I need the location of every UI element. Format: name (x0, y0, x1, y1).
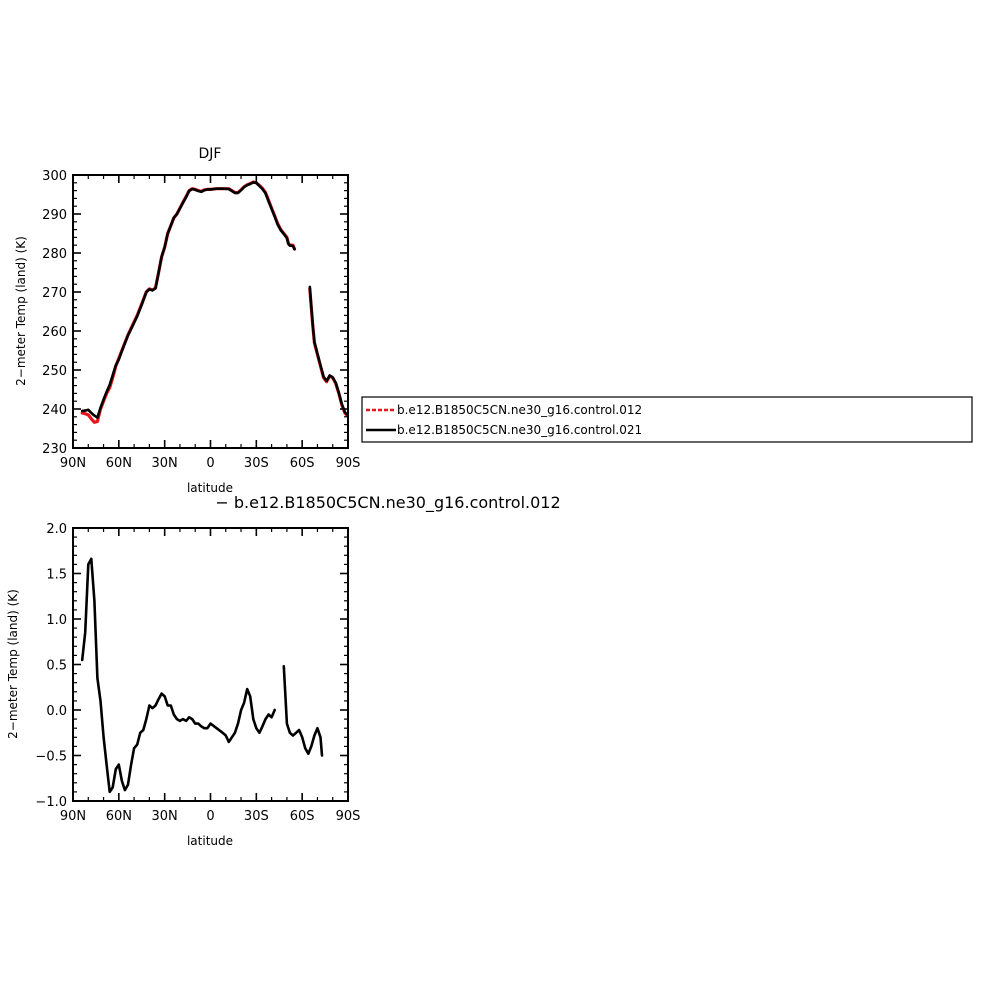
y-tick-label: 270 (42, 286, 67, 301)
bottom-y-axis-label: 2−meter Temp (land) (K) (6, 589, 20, 739)
bottom-chart-panel: − b.e12.B1850C5CN.ne30_g16.control.012 9… (6, 493, 561, 848)
y-tick-label: 250 (42, 364, 67, 379)
x-tick-label: 90S (336, 809, 361, 824)
bottom-chart-axes: 90N 60N 30N 0 30S 60S 90S −1.0 −0.5 0.0 0.5 1.0 1.5 2… (35, 522, 360, 824)
legend-box (361, 396, 973, 443)
y-tick-label: 240 (42, 403, 67, 418)
x-tick-label: 30N (152, 456, 178, 471)
bottom-x-axis-label: latitude (187, 834, 233, 848)
y-tick-label: 230 (42, 442, 67, 457)
legend-label-021: b.e12.B1850C5CN.ne30_g16.control.021 (397, 423, 642, 437)
y-tick-label: 260 (42, 325, 67, 340)
y-tick-label: −1.0 (35, 795, 67, 810)
series-line-0-1-0 (80, 181, 296, 419)
x-tick-label: 60N (106, 456, 132, 471)
x-tick-label: 60S (290, 809, 315, 824)
y-tick-label: 0.0 (46, 704, 67, 719)
y-tick-label: 2.0 (46, 522, 67, 537)
x-tick-label: 30S (244, 456, 269, 471)
x-tick-label: 60N (106, 809, 132, 824)
bottom-chart-title: − b.e12.B1850C5CN.ne30_g16.control.012 (215, 493, 560, 513)
y-tick-label: 290 (42, 208, 67, 223)
bottom-plot-frame (72, 527, 349, 802)
y-tick-label: 1.0 (46, 613, 67, 628)
y-tick-label: 300 (42, 169, 67, 184)
top-chart-marks (80, 180, 349, 424)
x-tick-label: 90S (336, 456, 361, 471)
bottom-chart-marks (80, 557, 324, 794)
x-tick-label: 0 (206, 809, 214, 824)
x-tick-label: 30S (244, 809, 269, 824)
series-line-1-0-1 (282, 665, 324, 757)
top-x-axis-label: latitude (187, 481, 233, 495)
top-y-axis-label: 2−meter Temp (land) (K) (14, 236, 28, 386)
x-tick-label: 30N (152, 809, 178, 824)
x-tick-label: 90N (60, 456, 86, 471)
top-chart-axes: 90N 60N 30N 0 30S 60S 90S 230 240 250 260 270 280 290… (42, 169, 360, 471)
series-line-1-0-0 (80, 557, 276, 794)
x-tick-label: 60S (290, 456, 315, 471)
y-tick-label: 1.5 (46, 568, 67, 583)
legend-label-012: b.e12.B1850C5CN.ne30_g16.control.012 (397, 403, 642, 417)
top-chart-title: DJF (199, 146, 222, 162)
series-line-0-0-0 (80, 180, 297, 424)
y-tick-label: 280 (42, 247, 67, 262)
top-chart-panel: DJF 90N 60N 30N 0 30S 60S 90S 230 240 250 260 270 28… (14, 146, 360, 495)
y-tick-label: 0.5 (46, 659, 67, 674)
legend: b.e12.B1850C5CN.ne30_g16.control.012 b.e… (361, 396, 973, 443)
x-tick-label: 90N (60, 809, 86, 824)
top-plot-frame (72, 174, 349, 449)
series-line-0-1-1 (308, 285, 348, 416)
y-tick-label: −0.5 (35, 750, 67, 765)
x-tick-label: 0 (206, 456, 214, 471)
